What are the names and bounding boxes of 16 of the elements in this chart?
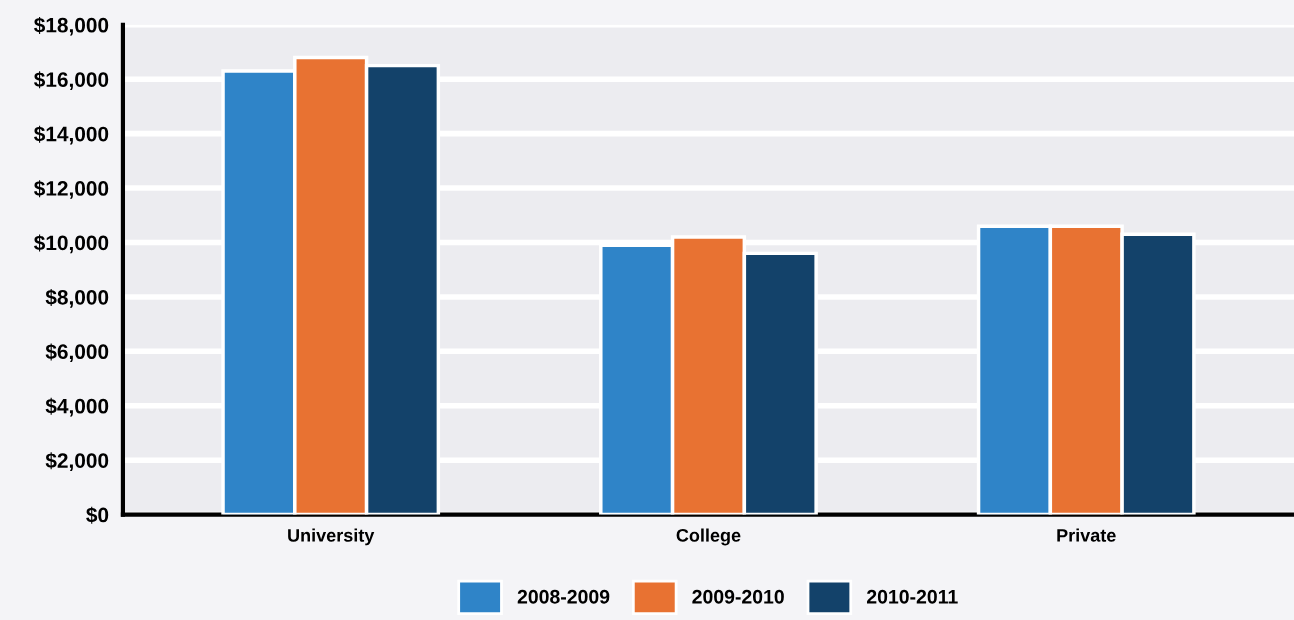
y-tick-label: $2,000 bbox=[45, 452, 109, 471]
x-tick-label: College bbox=[676, 528, 741, 546]
legend-label: 2010-2011 bbox=[867, 589, 958, 604]
y-tick-label: $8,000 bbox=[45, 289, 109, 308]
x-tick-label: University bbox=[288, 528, 375, 546]
y-tick-label: $4,000 bbox=[45, 397, 109, 417]
y-tick-label: $6,000 bbox=[45, 343, 109, 363]
legend-label: 2009-2010 bbox=[692, 589, 784, 604]
y-tick-label: $18,000 bbox=[34, 16, 109, 36]
y-tick-label: $0 bbox=[86, 506, 109, 524]
y-tick-label: $12,000 bbox=[34, 180, 109, 199]
x-tick-label: Private bbox=[1057, 528, 1116, 542]
y-tick-label: $14,000 bbox=[34, 125, 109, 145]
y-tick-label: $16,000 bbox=[34, 71, 109, 90]
legend-label: 2008-2009 bbox=[517, 589, 610, 604]
y-tick-label: $10,000 bbox=[34, 234, 109, 254]
